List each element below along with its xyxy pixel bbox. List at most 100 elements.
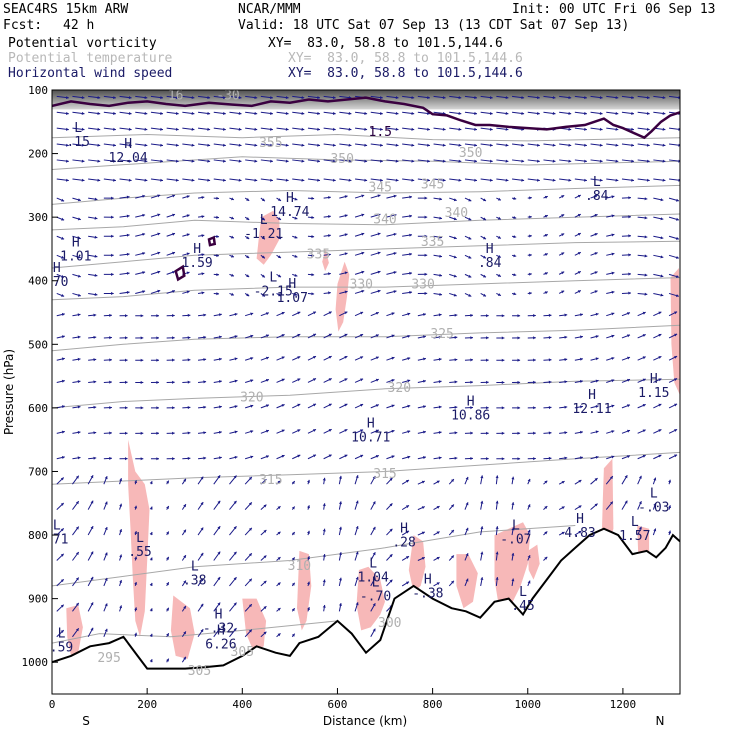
wind-vector-312 <box>229 602 237 612</box>
wind-vector-625 <box>433 254 443 258</box>
wind-head <box>406 581 409 585</box>
wind-vector-93 <box>103 380 112 384</box>
wind-head <box>470 313 473 317</box>
wind-vector-205 <box>166 582 170 587</box>
wind-vector-536 <box>370 455 379 460</box>
wind-vector-882 <box>606 271 615 275</box>
wind-head <box>216 196 219 200</box>
pv-region-8 <box>170 595 195 659</box>
wind-vector-949 <box>653 333 662 339</box>
y-tick-label-400: 400 <box>28 275 48 288</box>
wind-vector-424 <box>307 196 315 200</box>
wind-head <box>125 380 128 384</box>
wind-head <box>104 476 108 480</box>
wind-head <box>348 111 352 115</box>
wind-head <box>301 159 305 163</box>
wind-vector-821 <box>559 358 568 362</box>
valid-time: Valid: 18 UTC Sat 07 Sep 13 (13 CDT Sat … <box>238 18 630 33</box>
wind-head <box>517 380 521 384</box>
wind-vector-477 <box>339 252 348 256</box>
wind-vector-590 <box>401 530 410 536</box>
wind-vector-128 <box>119 605 123 612</box>
pv-region-2 <box>322 248 329 272</box>
extremum-13: H1.15 <box>638 372 669 401</box>
wind-vector-361 <box>260 529 267 536</box>
wind-vector-323 <box>244 254 250 259</box>
wind-head <box>409 214 412 218</box>
wind-vector-801 <box>543 431 552 435</box>
wind-head <box>216 254 219 258</box>
wind-vector-80 <box>103 127 116 131</box>
y-tick-label-500: 500 <box>28 338 48 351</box>
wind-vector-331 <box>245 430 254 434</box>
wind-vector-306 <box>229 455 238 460</box>
wind-head <box>61 198 65 202</box>
wind-vector-706 <box>480 457 489 461</box>
wind-head <box>513 273 517 277</box>
wind-head <box>407 312 411 316</box>
wind-head <box>277 582 281 586</box>
wind-head <box>322 528 326 532</box>
wind-vector-415 <box>291 582 296 587</box>
theta-label-8: 335 <box>421 235 444 250</box>
wind-head <box>93 380 97 384</box>
wind-head <box>200 603 204 607</box>
wind-vector-971 <box>668 333 678 339</box>
wind-head <box>291 506 295 510</box>
wind-vector-841 <box>574 313 583 317</box>
wind-head <box>662 127 666 131</box>
wind-head <box>631 159 634 163</box>
wind-vector-3 <box>56 143 69 147</box>
wind-head <box>111 196 114 200</box>
wind-head <box>265 312 269 316</box>
wind-head <box>451 580 454 584</box>
wind-vector-257 <box>197 527 204 536</box>
wind-vector-295 <box>229 216 235 220</box>
wind-vector-162 <box>150 213 161 218</box>
x-tick-label-200: 200 <box>137 698 157 711</box>
wind-head <box>468 217 472 221</box>
wind-head <box>317 127 320 131</box>
field-name-pv: Potential vorticity <box>8 36 157 51</box>
wind-head <box>207 178 211 182</box>
wind-head <box>411 111 415 115</box>
wind-head <box>521 143 525 147</box>
wind-vector-640 <box>449 95 462 100</box>
wind-head <box>261 293 265 297</box>
wind-vector-428 <box>307 273 315 277</box>
wind-head <box>291 481 295 485</box>
wind-vector-973 <box>668 378 678 383</box>
wind-vector-570 <box>402 111 415 115</box>
wind-head <box>60 604 64 608</box>
wind-vector-388 <box>276 556 281 561</box>
wind-head <box>470 431 473 435</box>
wind-vector-303 <box>229 379 238 383</box>
wind-vector-713 <box>496 111 509 115</box>
wind-vector-247 <box>197 291 205 295</box>
wind-head <box>191 96 195 100</box>
wind-head <box>140 457 144 461</box>
wind-vector-59 <box>88 216 98 220</box>
extremum-value: -.38 <box>412 586 443 601</box>
wind-vector-569 <box>402 95 415 100</box>
wind-vector-573 <box>402 159 415 163</box>
wind-vector-934 <box>637 500 642 510</box>
theta-line-325 <box>52 324 680 352</box>
wind-head <box>628 215 631 219</box>
wind-vector-481 <box>339 333 348 339</box>
extremum-25: L1.57 <box>619 515 650 544</box>
wind-vector-478 <box>339 271 348 275</box>
wind-vector-926 <box>637 311 646 317</box>
wind-head <box>468 198 472 202</box>
wind-head <box>517 358 521 362</box>
wind-vector-596 <box>417 143 430 147</box>
wind-vector-97 <box>103 476 108 485</box>
wind-vector-144 <box>135 380 144 384</box>
wind-head <box>533 457 536 461</box>
wind-vector-34 <box>72 235 81 240</box>
theta-label-14: 315 <box>259 473 282 488</box>
model-title: SEAC4RS 15km ARW <box>3 2 129 17</box>
wind-vector-977 <box>668 479 672 485</box>
wind-vector-951 <box>653 378 662 383</box>
wind-head <box>631 143 634 147</box>
